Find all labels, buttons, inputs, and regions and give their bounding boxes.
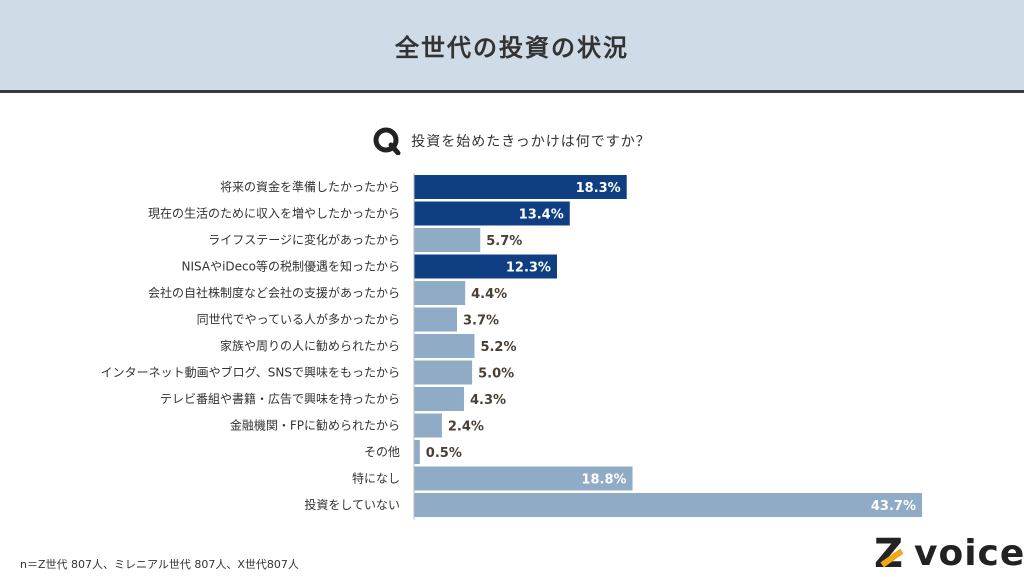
bar: [414, 254, 557, 279]
value-label: 4.4%: [471, 287, 507, 302]
question-text: 投資を始めたきっかけは何ですか？: [411, 134, 651, 150]
value-label: 4.3%: [470, 393, 506, 408]
bar: [414, 307, 458, 332]
bar: [414, 387, 464, 411]
zvoice-logo: Z voice: [874, 532, 1024, 576]
category-label: 家族や周りの人に勧められたから: [220, 338, 400, 353]
q-badge-icon: [373, 127, 401, 155]
page-title: 全世代の投資の状況: [395, 33, 629, 62]
category-label: テレビ番組や書籍・広告で興味を持ったから: [160, 391, 400, 406]
value-label: 43.7%: [871, 499, 916, 514]
category-label: ライフステージに変化があったから: [208, 232, 400, 247]
category-label: 特になし: [352, 471, 400, 486]
bar: [414, 440, 420, 464]
question-row: 投資を始めたきっかけは何ですか？: [0, 126, 1024, 156]
bar: [414, 228, 481, 252]
category-label: 同世代でやっている人が多かったから: [197, 312, 400, 327]
value-label: 5.7%: [486, 234, 522, 249]
category-label: インターネット動画やブログ、SNSで興味をもったから: [101, 365, 400, 380]
value-label: 18.8%: [581, 473, 626, 488]
value-label: 13.4%: [519, 208, 564, 223]
bar: [414, 493, 922, 517]
value-label: 18.3%: [576, 181, 621, 196]
sample-size-note: n＝Z世代 807人、ミレニアル世代 807人、X世代807人: [20, 558, 299, 571]
logo-text: voice: [914, 533, 1024, 574]
value-label: 12.3%: [506, 261, 551, 276]
bar: [414, 360, 473, 385]
category-label: その他: [364, 445, 400, 459]
bar: [414, 413, 442, 438]
value-label: 3.7%: [463, 314, 499, 329]
value-label: 5.2%: [480, 340, 516, 355]
category-label: 投資をしていない: [304, 497, 400, 512]
category-label: 会社の自社株制度など会社の支援があったから: [148, 285, 400, 300]
bar-chart: 将来の資金を準備したかったから 18.3% 現在の生活のために収入を増やしたかったか…: [101, 173, 922, 520]
title-banner: 全世代の投資の状況: [0, 0, 1024, 93]
category-label: NISAやiDeco等の税制優遇を知ったから: [182, 260, 400, 274]
bar: [414, 466, 633, 491]
category-label: 金融機関・FPに勧められたから: [230, 418, 400, 433]
category-label: 現在の生活のために収入を増やしたかったから: [148, 207, 400, 221]
value-label: 5.0%: [478, 367, 514, 382]
bar: [414, 201, 570, 226]
bar: [414, 175, 627, 199]
value-label: 0.5%: [426, 446, 462, 461]
value-label: 2.4%: [448, 420, 484, 435]
category-label: 将来の資金を準備したかったから: [220, 179, 400, 194]
bar: [414, 281, 466, 305]
bar: [414, 334, 475, 358]
